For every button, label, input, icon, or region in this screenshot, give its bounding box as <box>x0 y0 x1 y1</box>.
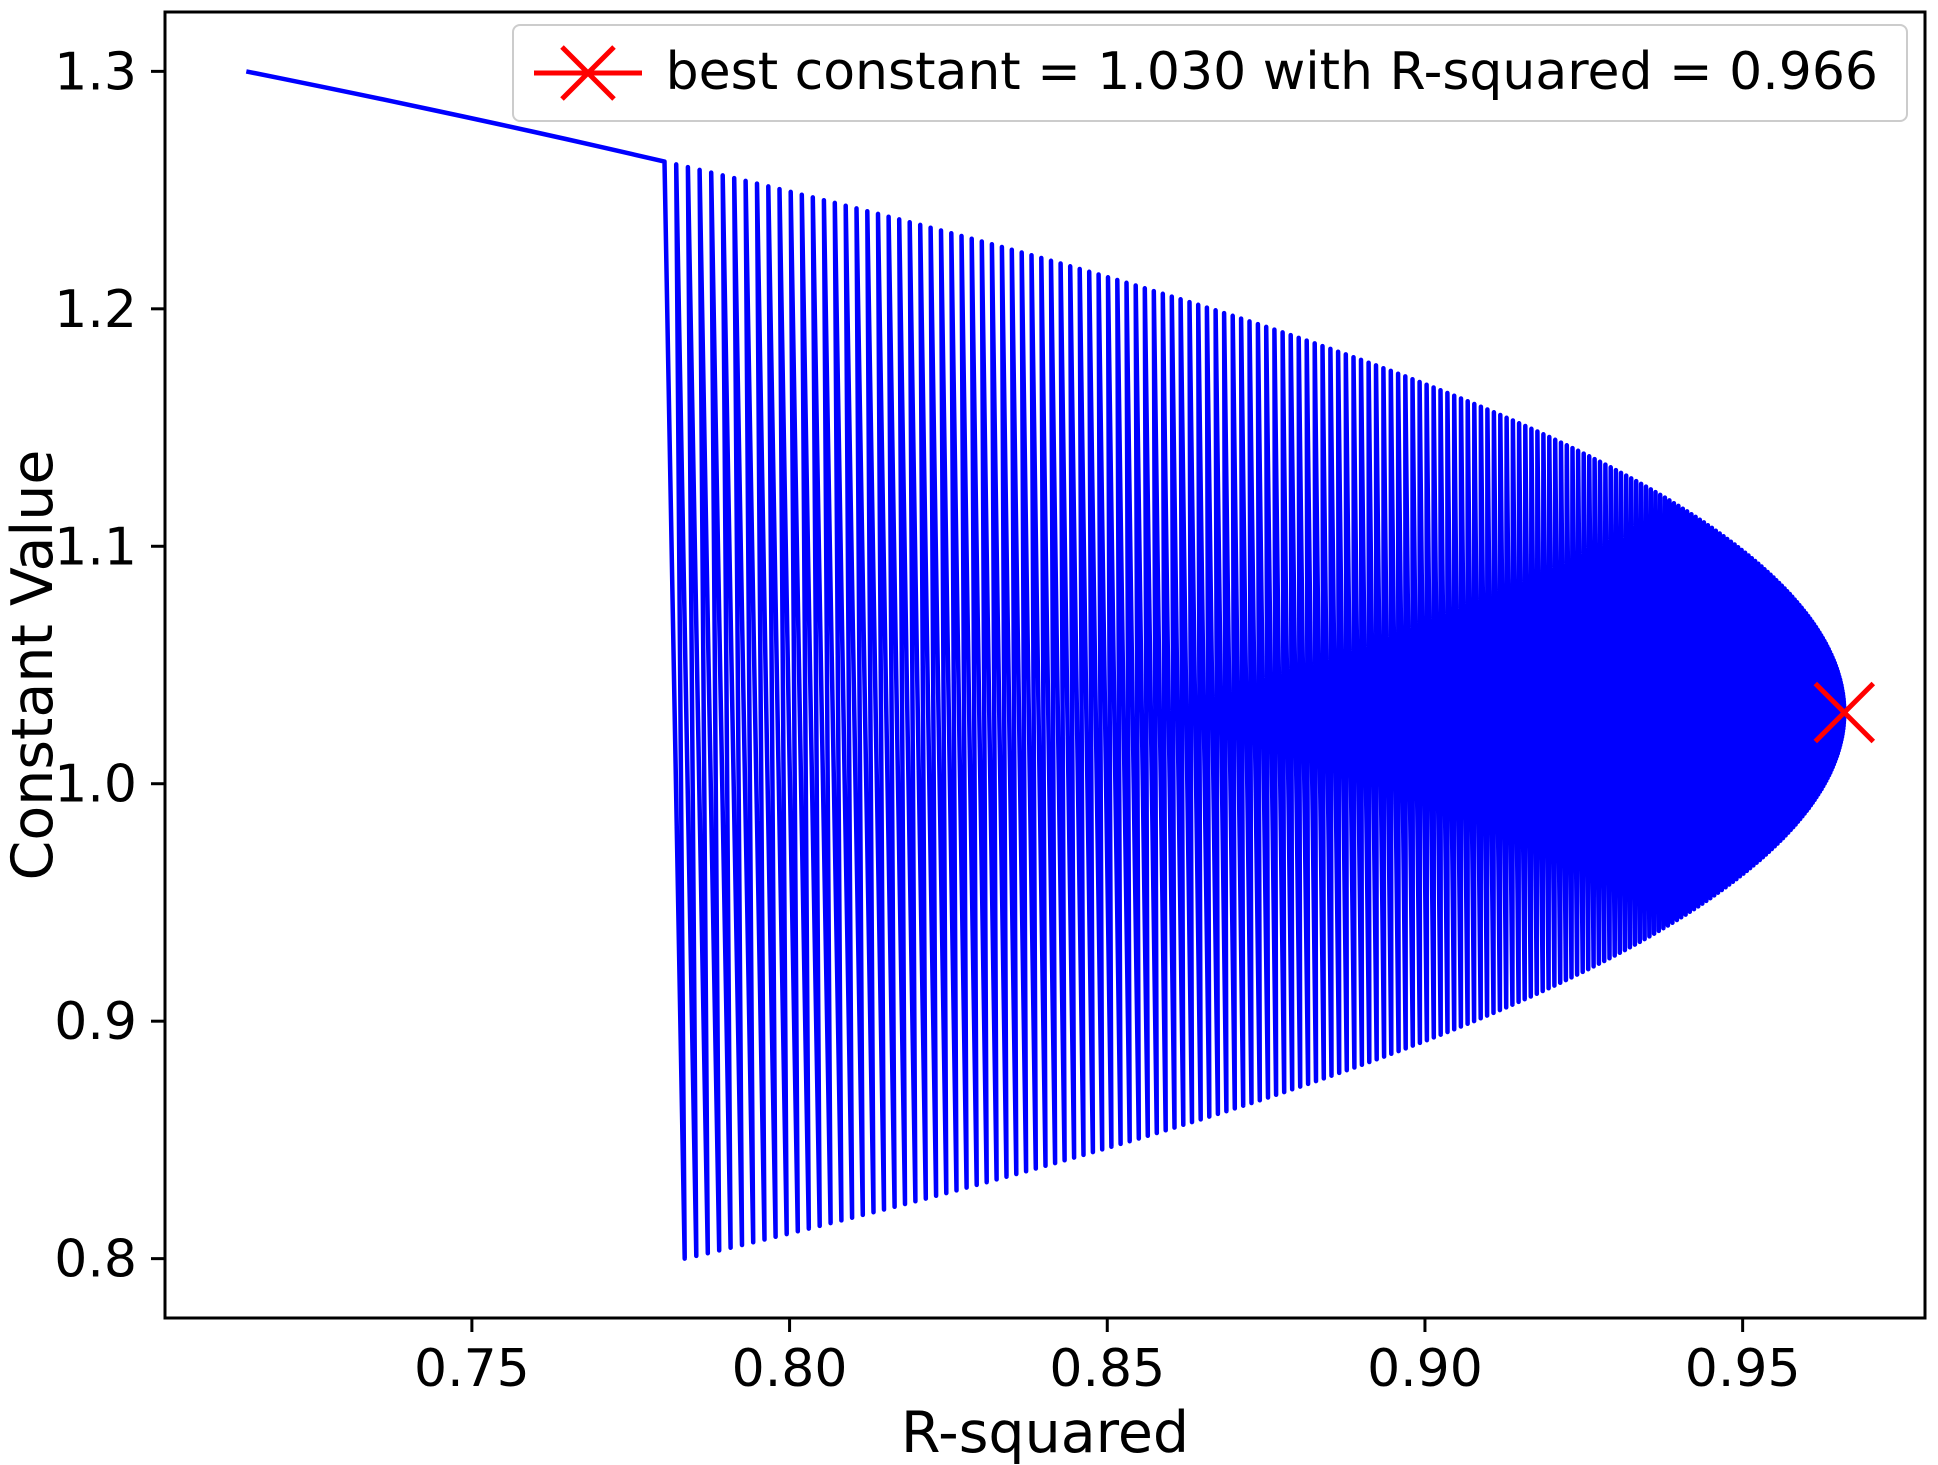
x-tick-label: 0.85 <box>1049 1339 1165 1399</box>
y-tick-label: 1.2 <box>54 280 137 340</box>
y-tick-label: 0.8 <box>54 1230 137 1290</box>
legend-marker-x-icon <box>533 45 642 101</box>
x-tick-label: 0.80 <box>732 1339 848 1399</box>
legend-label: best constant = 1.030 with R-squared = 0… <box>665 42 1878 103</box>
y-tick-label: 0.9 <box>54 992 137 1052</box>
y-axis-label: Constant Value <box>0 450 66 881</box>
series-line <box>245 69 1847 1261</box>
plot-frame <box>163 10 1927 1320</box>
x-tick-label: 0.95 <box>1685 1339 1801 1399</box>
legend: best constant = 1.030 with R-squared = 0… <box>511 24 1908 122</box>
best-point-marker <box>1813 681 1876 744</box>
y-tick-label: 1.0 <box>54 755 137 815</box>
y-tick-label: 1.3 <box>54 42 137 102</box>
x-tick-label: 0.90 <box>1367 1339 1483 1399</box>
x-axis-label: R-squared <box>901 1400 1189 1465</box>
x-tick-label: 0.75 <box>414 1339 530 1399</box>
y-tick-label: 1.1 <box>54 517 137 577</box>
